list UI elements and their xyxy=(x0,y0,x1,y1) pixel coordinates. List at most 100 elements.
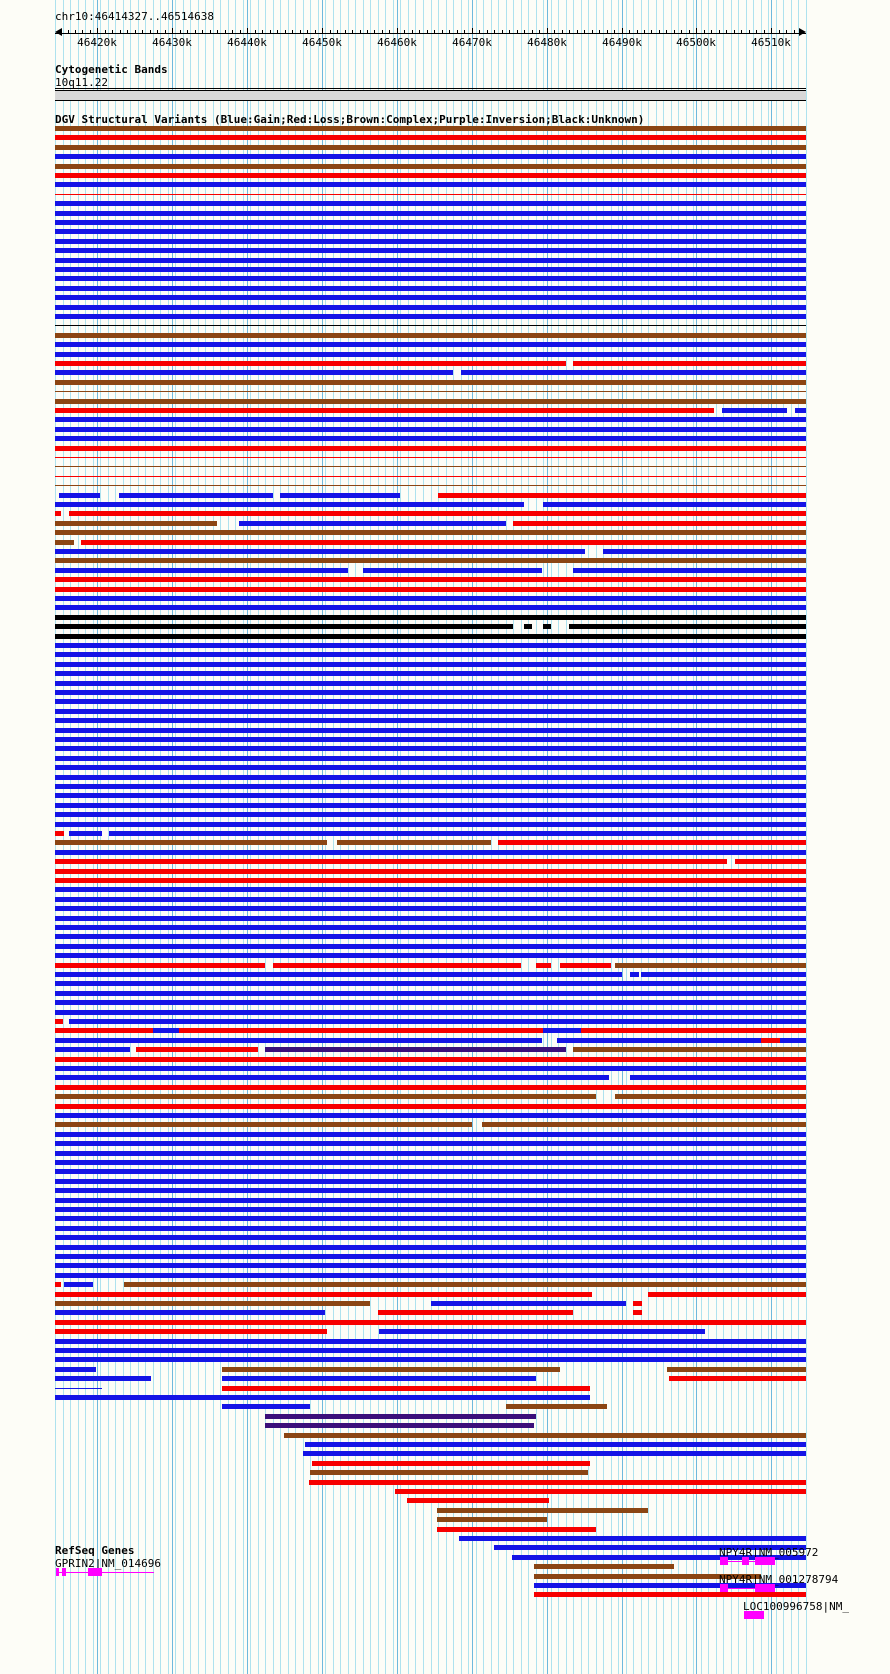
variant-segment[interactable] xyxy=(221,1386,590,1391)
variant-segment[interactable] xyxy=(55,615,806,620)
variant-segment[interactable] xyxy=(305,1442,806,1447)
variant-segment[interactable] xyxy=(55,1207,806,1212)
variant-segment[interactable] xyxy=(55,869,806,874)
variant-segment[interactable] xyxy=(55,1388,102,1389)
variant-segment[interactable] xyxy=(55,1000,806,1005)
variant-segment[interactable] xyxy=(430,1301,626,1306)
variant-segment[interactable] xyxy=(136,1047,258,1052)
variant-segment[interactable] xyxy=(55,906,806,911)
variant-segment[interactable] xyxy=(55,775,806,780)
variant-segment[interactable] xyxy=(55,305,806,310)
variant-segment[interactable] xyxy=(55,220,806,225)
gene-exon[interactable] xyxy=(720,1557,728,1565)
variant-segment[interactable] xyxy=(55,681,806,686)
variant-segment[interactable] xyxy=(55,887,806,892)
variant-segment[interactable] xyxy=(559,963,611,968)
variant-segment[interactable] xyxy=(669,1376,806,1381)
variant-segment[interactable] xyxy=(55,530,806,535)
variant-segment[interactable] xyxy=(569,624,806,629)
gene-label[interactable]: GPRIN2|NM_014696 xyxy=(55,1557,161,1570)
variant-segment[interactable] xyxy=(55,756,806,761)
variant-segment[interactable] xyxy=(55,577,806,582)
variant-segment[interactable] xyxy=(55,126,806,131)
variant-segment[interactable] xyxy=(633,1310,643,1315)
variant-segment[interactable] xyxy=(55,1104,806,1109)
variant-segment[interactable] xyxy=(55,934,806,939)
gene-exon[interactable] xyxy=(742,1557,749,1565)
variant-segment[interactable] xyxy=(55,1057,806,1062)
variant-segment[interactable] xyxy=(55,822,806,827)
variant-segment[interactable] xyxy=(614,1094,806,1099)
variant-segment[interactable] xyxy=(55,737,806,742)
variant-segment[interactable] xyxy=(55,1357,806,1362)
variant-segment[interactable] xyxy=(648,1292,806,1297)
variant-segment[interactable] xyxy=(55,840,327,845)
variant-segment[interactable] xyxy=(265,1047,566,1052)
variant-segment[interactable] xyxy=(55,239,806,244)
variant-segment[interactable] xyxy=(55,182,806,187)
cytogenetic-band[interactable] xyxy=(55,90,806,101)
variant-segment[interactable] xyxy=(55,1329,327,1334)
variant-segment[interactable] xyxy=(55,1263,806,1268)
variant-segment[interactable] xyxy=(55,634,806,639)
variant-segment[interactable] xyxy=(55,671,806,676)
variant-segment[interactable] xyxy=(55,1282,61,1287)
variant-segment[interactable] xyxy=(55,549,585,554)
variant-segment[interactable] xyxy=(55,295,806,300)
variant-segment[interactable] xyxy=(55,1339,806,1344)
variant-segment[interactable] xyxy=(302,1451,806,1456)
variant-segment[interactable] xyxy=(459,1536,806,1541)
variant-segment[interactable] xyxy=(55,944,806,949)
variant-segment[interactable] xyxy=(55,784,806,789)
variant-segment[interactable] xyxy=(603,549,806,554)
gene-exon[interactable] xyxy=(744,1611,764,1619)
variant-segment[interactable] xyxy=(406,1498,550,1503)
variant-segment[interactable] xyxy=(221,1376,536,1381)
variant-segment[interactable] xyxy=(221,1404,311,1409)
variant-segment[interactable] xyxy=(438,493,806,498)
variant-segment[interactable] xyxy=(55,1151,806,1156)
variant-segment[interactable] xyxy=(379,1329,705,1334)
variant-segment[interactable] xyxy=(126,493,273,498)
variant-segment[interactable] xyxy=(494,1545,806,1550)
variant-segment[interactable] xyxy=(55,1019,63,1024)
variant-segment[interactable] xyxy=(55,972,622,977)
gene-exon[interactable] xyxy=(56,1568,59,1576)
variant-segment[interactable] xyxy=(543,624,551,629)
variant-segment[interactable] xyxy=(55,1028,806,1033)
variant-segment[interactable] xyxy=(55,709,806,714)
variant-segment[interactable] xyxy=(436,1517,547,1522)
variant-segment[interactable] xyxy=(55,1122,472,1127)
variant-segment[interactable] xyxy=(377,1310,574,1315)
variant-segment[interactable] xyxy=(55,1348,806,1353)
variant-segment[interactable] xyxy=(55,878,806,883)
variant-segment[interactable] xyxy=(505,1404,607,1409)
variant-segment[interactable] xyxy=(55,417,806,422)
variant-segment[interactable] xyxy=(55,1301,371,1306)
gene-label[interactable]: LOC100996758|NM_ xyxy=(743,1600,849,1613)
variant-segment[interactable] xyxy=(55,314,806,319)
variant-segment[interactable] xyxy=(55,624,514,629)
variant-segment[interactable] xyxy=(535,963,551,968)
variant-segment[interactable] xyxy=(55,1038,542,1043)
variant-segment[interactable] xyxy=(55,276,806,281)
gene-label[interactable]: NPY4R|NM_001278794 xyxy=(719,1573,839,1586)
variant-segment[interactable] xyxy=(68,511,806,516)
variant-segment[interactable] xyxy=(55,587,806,592)
variant-segment[interactable] xyxy=(272,963,521,968)
variant-segment[interactable] xyxy=(55,953,806,958)
variant-segment[interactable] xyxy=(55,746,806,751)
gene-exon[interactable] xyxy=(88,1568,102,1576)
variant-segment[interactable] xyxy=(55,1245,806,1250)
variant-segment[interactable] xyxy=(573,568,806,573)
variant-segment[interactable] xyxy=(310,1470,589,1475)
variant-segment[interactable] xyxy=(55,1273,806,1278)
variant-segment[interactable] xyxy=(629,1075,806,1080)
variant-segment[interactable] xyxy=(55,690,806,695)
variant-segment[interactable] xyxy=(55,1188,806,1193)
variant-segment[interactable] xyxy=(543,502,806,507)
variant-segment[interactable] xyxy=(55,850,806,855)
variant-segment[interactable] xyxy=(311,1461,590,1466)
variant-segment[interactable] xyxy=(55,229,806,234)
gene-exon[interactable] xyxy=(62,1568,66,1576)
